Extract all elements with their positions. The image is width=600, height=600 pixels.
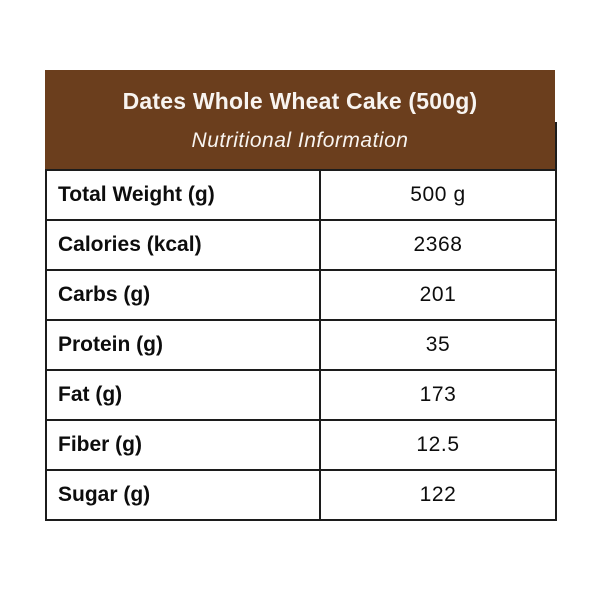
row-value: 500 g	[319, 169, 557, 221]
row-label: Protein (g)	[45, 319, 321, 371]
table-row: Calories (kcal) 2368	[45, 219, 557, 271]
row-value: 201	[319, 269, 557, 321]
row-label: Fat (g)	[45, 369, 321, 421]
row-label: Sugar (g)	[45, 469, 321, 521]
table-row: Total Weight (g) 500 g	[45, 169, 557, 221]
row-label: Total Weight (g)	[45, 169, 321, 221]
row-label: Carbs (g)	[45, 269, 321, 321]
table-row: Fat (g) 173	[45, 369, 557, 421]
row-value: 173	[319, 369, 557, 421]
table-row: Sugar (g) 122	[45, 469, 557, 521]
row-value: 12.5	[319, 419, 557, 471]
header-banner: Dates Whole Wheat Cake (500g) Nutritiona…	[45, 70, 555, 169]
table-right-border-stub	[555, 122, 557, 170]
table-row: Carbs (g) 201	[45, 269, 557, 321]
row-value: 122	[319, 469, 557, 521]
table-row: Fiber (g) 12.5	[45, 419, 557, 471]
nutrition-table: Total Weight (g) 500 g Calories (kcal) 2…	[45, 169, 557, 521]
row-value: 35	[319, 319, 557, 371]
product-title: Dates Whole Wheat Cake (500g)	[122, 88, 478, 115]
row-value: 2368	[319, 219, 557, 271]
table-row: Protein (g) 35	[45, 319, 557, 371]
nutrition-table-body: Total Weight (g) 500 g Calories (kcal) 2…	[45, 169, 557, 521]
row-label: Calories (kcal)	[45, 219, 321, 271]
row-label: Fiber (g)	[45, 419, 321, 471]
header-subtitle: Nutritional Information	[191, 128, 409, 152]
